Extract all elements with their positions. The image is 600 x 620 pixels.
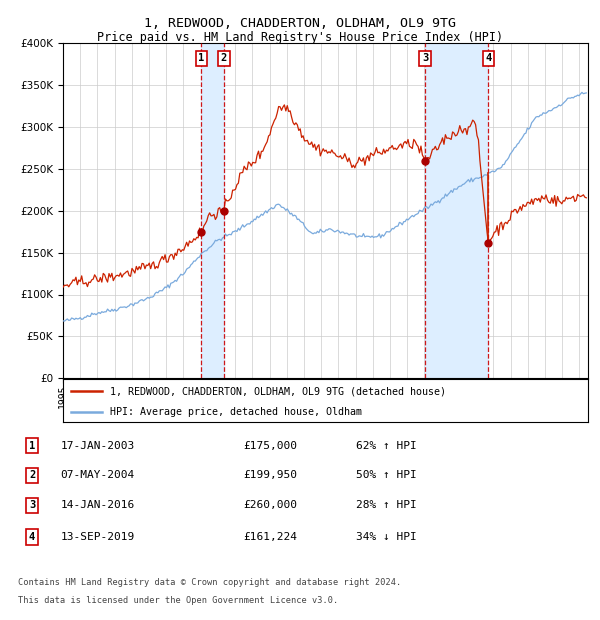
- Text: 50% ↑ HPI: 50% ↑ HPI: [356, 471, 417, 480]
- Text: 3: 3: [422, 53, 428, 63]
- Text: 2: 2: [221, 53, 227, 63]
- Text: 07-MAY-2004: 07-MAY-2004: [60, 471, 134, 480]
- Text: £260,000: £260,000: [244, 500, 298, 510]
- Text: 1, REDWOOD, CHADDERTON, OLDHAM, OL9 9TG: 1, REDWOOD, CHADDERTON, OLDHAM, OL9 9TG: [144, 17, 456, 30]
- Text: £161,224: £161,224: [244, 532, 298, 542]
- Text: 1, REDWOOD, CHADDERTON, OLDHAM, OL9 9TG (detached house): 1, REDWOOD, CHADDERTON, OLDHAM, OL9 9TG …: [110, 386, 446, 396]
- Text: 14-JAN-2016: 14-JAN-2016: [60, 500, 134, 510]
- Text: This data is licensed under the Open Government Licence v3.0.: This data is licensed under the Open Gov…: [18, 596, 338, 606]
- Text: £199,950: £199,950: [244, 471, 298, 480]
- Text: 1: 1: [198, 53, 205, 63]
- Text: 4: 4: [29, 532, 35, 542]
- Text: Price paid vs. HM Land Registry's House Price Index (HPI): Price paid vs. HM Land Registry's House …: [97, 31, 503, 44]
- Bar: [425, 43, 488, 378]
- Text: Contains HM Land Registry data © Crown copyright and database right 2024.: Contains HM Land Registry data © Crown c…: [18, 578, 401, 587]
- Text: 1: 1: [29, 441, 35, 451]
- Bar: [202, 43, 224, 378]
- Text: 62% ↑ HPI: 62% ↑ HPI: [356, 441, 417, 451]
- Text: HPI: Average price, detached house, Oldham: HPI: Average price, detached house, Oldh…: [110, 407, 362, 417]
- Text: 2: 2: [29, 471, 35, 480]
- Text: 17-JAN-2003: 17-JAN-2003: [60, 441, 134, 451]
- Text: 28% ↑ HPI: 28% ↑ HPI: [356, 500, 417, 510]
- Text: 13-SEP-2019: 13-SEP-2019: [60, 532, 134, 542]
- Text: 4: 4: [485, 53, 491, 63]
- Text: 34% ↓ HPI: 34% ↓ HPI: [356, 532, 417, 542]
- Text: £175,000: £175,000: [244, 441, 298, 451]
- Text: 3: 3: [29, 500, 35, 510]
